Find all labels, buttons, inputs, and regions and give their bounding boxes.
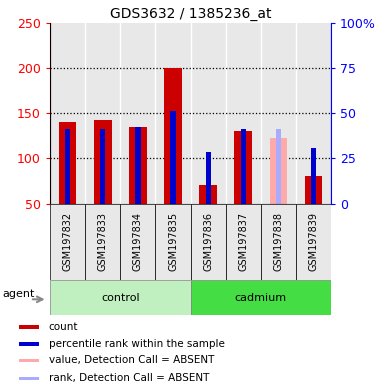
Bar bbox=[191, 23, 226, 204]
Bar bbox=[261, 23, 296, 204]
Bar bbox=[296, 204, 331, 280]
Bar bbox=[206, 152, 211, 204]
Bar bbox=[164, 68, 182, 204]
Bar bbox=[121, 23, 156, 204]
Bar bbox=[100, 129, 105, 204]
Bar bbox=[226, 23, 261, 204]
Bar bbox=[261, 204, 296, 280]
Bar bbox=[191, 280, 331, 315]
Bar bbox=[19, 359, 39, 362]
Bar bbox=[59, 122, 76, 204]
Text: GSM197834: GSM197834 bbox=[133, 212, 143, 271]
Bar bbox=[50, 23, 85, 204]
Bar bbox=[19, 377, 39, 381]
Bar bbox=[276, 129, 281, 204]
Bar bbox=[191, 204, 226, 280]
Bar bbox=[85, 204, 120, 280]
Text: GSM197832: GSM197832 bbox=[63, 212, 73, 271]
Text: GSM197838: GSM197838 bbox=[273, 212, 283, 271]
Text: percentile rank within the sample: percentile rank within the sample bbox=[49, 339, 224, 349]
Bar bbox=[311, 147, 316, 204]
Text: cadmium: cadmium bbox=[235, 293, 287, 303]
Text: value, Detection Call = ABSENT: value, Detection Call = ABSENT bbox=[49, 356, 214, 366]
Bar bbox=[305, 177, 322, 204]
Bar bbox=[50, 204, 85, 280]
Text: agent: agent bbox=[3, 289, 35, 299]
Text: GSM197837: GSM197837 bbox=[238, 212, 248, 271]
Bar bbox=[129, 127, 147, 204]
Bar bbox=[296, 23, 331, 204]
Bar bbox=[156, 204, 191, 280]
Bar bbox=[234, 131, 252, 204]
Bar bbox=[19, 342, 39, 346]
Bar bbox=[135, 127, 141, 204]
Bar bbox=[19, 325, 39, 329]
Bar bbox=[121, 204, 156, 280]
Bar bbox=[226, 204, 261, 280]
Bar bbox=[199, 185, 217, 204]
Bar bbox=[270, 137, 287, 204]
Text: rank, Detection Call = ABSENT: rank, Detection Call = ABSENT bbox=[49, 374, 209, 384]
Bar bbox=[156, 23, 191, 204]
Bar bbox=[241, 129, 246, 204]
Bar bbox=[85, 23, 120, 204]
Bar bbox=[65, 129, 70, 204]
Bar bbox=[50, 280, 191, 315]
Text: GSM197836: GSM197836 bbox=[203, 212, 213, 271]
Bar bbox=[94, 119, 112, 204]
Text: GSM197835: GSM197835 bbox=[168, 212, 178, 271]
Text: control: control bbox=[101, 293, 140, 303]
Text: GSM197839: GSM197839 bbox=[308, 212, 318, 271]
Text: GSM197833: GSM197833 bbox=[98, 212, 108, 271]
Title: GDS3632 / 1385236_at: GDS3632 / 1385236_at bbox=[110, 7, 271, 21]
Bar bbox=[171, 111, 176, 204]
Text: count: count bbox=[49, 322, 78, 332]
